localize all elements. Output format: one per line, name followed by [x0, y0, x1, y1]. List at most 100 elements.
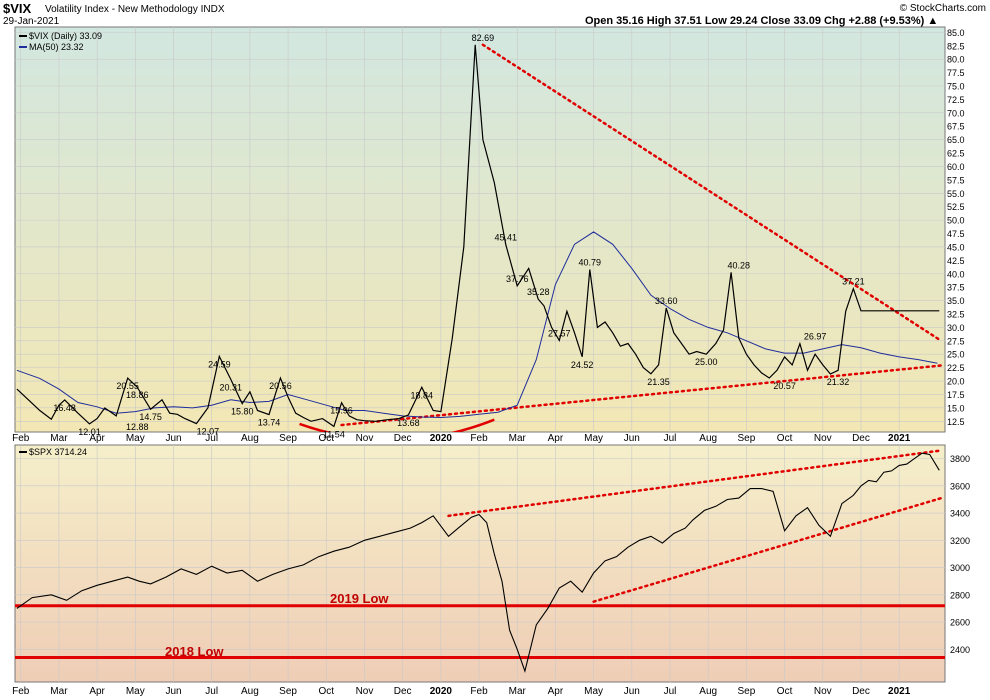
spx-y-tick: 3800 — [950, 454, 970, 464]
vix-y-tick: 80.0 — [947, 55, 965, 65]
spx-month-label: Oct — [777, 686, 793, 697]
spx-month-label: Apr — [89, 686, 105, 697]
spx-trendlines — [447, 449, 943, 603]
vix-data-label: 15.96 — [330, 406, 353, 416]
spx-month-axis: Feb Mar Apr May Jun Jul Aug Sep Oct Nov Dec 2020 Feb… — [12, 686, 911, 697]
vix-y-tick: 75.0 — [947, 82, 965, 92]
spx-panel — [14, 444, 946, 683]
vix-month-label: Jul — [664, 433, 677, 444]
vix-dotted-trend — [481, 43, 943, 343]
vix-y-tick: 85.0 — [947, 28, 965, 38]
spx-y-tick: 3600 — [950, 481, 970, 491]
spx-month-label: Apr — [548, 686, 564, 697]
spx-y-axis: 2400 2600 2800 3000 3200 3400 3600 3800 — [950, 454, 970, 655]
spx-month-label: Feb — [470, 686, 488, 697]
vix-line — [16, 44, 940, 428]
vix-month-label: 2021 — [888, 433, 911, 444]
spx-month-label: Sep — [737, 686, 755, 697]
ma50-line — [16, 231, 938, 419]
spx-month-label: Mar — [50, 686, 68, 697]
vix-month-label: Nov — [814, 433, 832, 444]
spx-month-label: Nov — [356, 686, 374, 697]
spx-month-label: Jul — [205, 686, 218, 697]
vix-y-tick: 55.0 — [947, 189, 965, 199]
vix-y-tick: 52.5 — [947, 202, 965, 212]
vix-month-label: Oct — [318, 433, 334, 444]
vix-data-label: 37.76 — [506, 274, 529, 284]
vix-grid — [15, 27, 945, 432]
copyright-text: © StockCharts.com — [900, 3, 986, 14]
vix-dotted-trend — [340, 364, 943, 427]
vix-data-label: 16.48 — [53, 403, 76, 413]
vix-y-tick: 35.0 — [947, 296, 965, 306]
vix-month-label: Oct — [777, 433, 793, 444]
spx-month-label: Jun — [165, 686, 181, 697]
vix-panel — [14, 26, 946, 433]
spx-month-label: Oct — [318, 686, 334, 697]
spx-legend-label: $SPX 3714.24 — [29, 447, 87, 457]
vix-month-label: Jun — [165, 433, 181, 444]
spx-support-lines — [15, 604, 945, 659]
vix-data-label: 13.68 — [397, 418, 420, 428]
vix-y-tick: 60.0 — [947, 162, 965, 172]
vix-data-label: 40.28 — [727, 260, 750, 270]
vix-y-tick: 20.0 — [947, 377, 965, 387]
vix-month-label: Jul — [205, 433, 218, 444]
vix-data-label: 27.57 — [548, 328, 571, 338]
spx-y-tick: 3400 — [950, 509, 970, 519]
vix-data-label: 35.28 — [527, 287, 550, 297]
spx-line — [16, 452, 940, 674]
spx-y-tick: 2400 — [950, 645, 970, 655]
symbol-title: $VIX — [3, 1, 32, 16]
vix-y-tick: 45.0 — [947, 242, 965, 252]
vix-month-axis: Feb Mar Apr May Jun Jul Aug Sep Oct Nov Dec 2020 Feb… — [12, 433, 911, 444]
vix-month-label: Feb — [12, 433, 30, 444]
vix-data-label: 13.74 — [258, 418, 281, 428]
vix-y-tick: 37.5 — [947, 283, 965, 293]
vix-y-tick: 47.5 — [947, 229, 965, 239]
vix-data-label: 12.88 — [126, 422, 149, 432]
spx-month-label: Jun — [624, 686, 640, 697]
vix-data-label: 21.32 — [827, 377, 850, 387]
vix-y-tick: 72.5 — [947, 95, 965, 105]
spx-month-label: May — [584, 686, 603, 697]
vix-y-tick: 40.0 — [947, 269, 965, 279]
vix-y-tick: 65.0 — [947, 135, 965, 145]
ma50-legend-label: MA(50) 23.32 — [29, 42, 84, 52]
chart-date: 29-Jan-2021 — [3, 16, 60, 27]
vix-data-label: 12.01 — [78, 427, 101, 437]
vix-y-tick: 17.5 — [947, 390, 965, 400]
vix-month-label: Dec — [394, 433, 412, 444]
spx-dotted-trend — [447, 449, 943, 518]
vix-legend: $VIX (Daily) 33.09 MA(50) 23.32 — [19, 31, 102, 52]
vix-data-label: 20.55 — [116, 381, 139, 391]
vix-data-label: 21.35 — [647, 377, 670, 387]
vix-y-tick: 15.0 — [947, 403, 965, 413]
vix-data-label: 14.75 — [139, 412, 162, 422]
vix-month-label: Dec — [852, 433, 870, 444]
vix-data-label: 20.56 — [269, 381, 292, 391]
vix-data-label: 15.80 — [231, 407, 254, 417]
vix-month-label: Nov — [356, 433, 374, 444]
spx-month-label: Aug — [241, 686, 259, 697]
vix-data-label: 40.79 — [579, 258, 602, 268]
vix-y-tick: 62.5 — [947, 149, 965, 159]
vix-data-label: 20.57 — [773, 381, 796, 391]
spx-month-label: Mar — [509, 686, 527, 697]
vix-month-label: May — [126, 433, 145, 444]
spx-dotted-trend — [592, 496, 943, 603]
spx-y-tick: 3000 — [950, 563, 970, 573]
vix-data-label: 12.07 — [197, 427, 220, 437]
spx-y-tick: 2800 — [950, 590, 970, 600]
vix-y-tick: 77.5 — [947, 68, 965, 78]
vix-month-label: Sep — [737, 433, 755, 444]
vix-data-label: 33.60 — [655, 296, 678, 306]
vix-data-label: 25.00 — [695, 357, 718, 367]
spx-month-label: Dec — [394, 686, 412, 697]
vix-data-label: 37.21 — [842, 277, 865, 287]
spx-month-label: 2021 — [888, 686, 911, 697]
spx-y-tick: 3200 — [950, 536, 970, 546]
vix-data-label: 11.54 — [323, 429, 345, 439]
